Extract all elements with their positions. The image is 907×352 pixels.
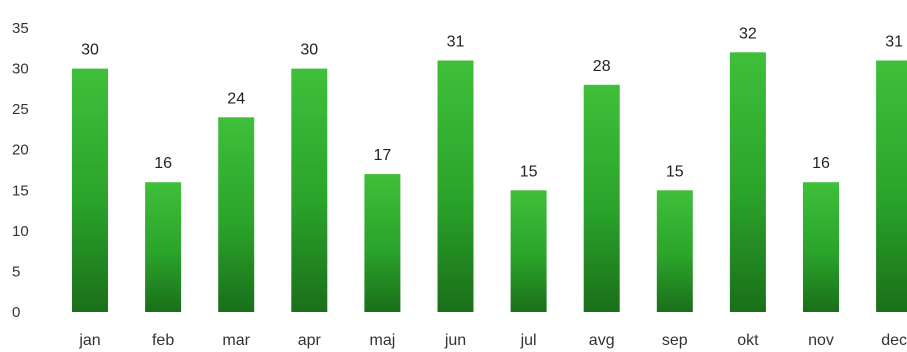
bar-okt — [729, 52, 766, 313]
data-label-feb: 16 — [154, 155, 172, 172]
data-label-jun: 31 — [447, 34, 465, 51]
y-tick-label: 30 — [12, 61, 29, 78]
y-tick-label: 15 — [12, 182, 29, 199]
bar-maj — [364, 174, 401, 312]
y-tick-label: 5 — [12, 263, 20, 280]
x-tick-label-avg: avg — [589, 332, 615, 349]
bar-mar — [218, 117, 255, 312]
data-label-dec: 31 — [885, 34, 903, 51]
y-tick-label: 25 — [12, 101, 29, 118]
y-axis: 0 5 10 15 20 25 30 35 — [12, 20, 29, 321]
x-tick-label-dec: dec — [881, 332, 907, 349]
data-label-avg: 28 — [593, 58, 611, 75]
x-tick-label-maj: maj — [370, 332, 396, 349]
x-tick-label-jun: jun — [444, 332, 466, 349]
bars-group: 30 16 24 30 17 31 15 28 15 32 16 31 — [72, 25, 907, 313]
data-label-mar: 24 — [227, 90, 245, 107]
bar-feb — [145, 182, 182, 312]
x-tick-label-sep: sep — [662, 332, 688, 349]
bar-sep — [656, 190, 693, 312]
bar-jan — [72, 68, 108, 312]
x-tick-label-jul: jul — [520, 332, 537, 349]
data-label-nov: 16 — [812, 155, 830, 172]
data-label-sep: 15 — [666, 163, 684, 180]
bar-dec — [876, 60, 907, 312]
bar-avg — [583, 84, 620, 312]
x-tick-label-nov: nov — [808, 332, 834, 349]
x-tick-label-feb: feb — [152, 332, 174, 349]
data-label-jan: 30 — [81, 42, 99, 59]
bar-apr — [291, 68, 328, 312]
data-label-jul: 15 — [520, 163, 538, 180]
x-tick-label-jan: jan — [78, 332, 100, 349]
y-tick-label: 0 — [12, 304, 20, 321]
bar-nov — [803, 182, 839, 312]
bar-jun — [437, 60, 474, 312]
x-tick-label-apr: apr — [298, 332, 322, 349]
y-tick-label: 20 — [12, 142, 29, 159]
y-tick-label: 35 — [12, 20, 29, 37]
data-label-okt: 32 — [739, 25, 757, 42]
x-axis: jan feb mar apr maj jun jul avg sep okt nov dec — [78, 332, 907, 349]
y-tick-label: 10 — [12, 223, 29, 240]
data-label-maj: 17 — [374, 147, 392, 164]
data-label-apr: 30 — [300, 42, 318, 59]
x-tick-label-mar: mar — [222, 332, 250, 349]
x-tick-label-okt: okt — [737, 332, 759, 349]
bar-jul — [510, 190, 547, 312]
